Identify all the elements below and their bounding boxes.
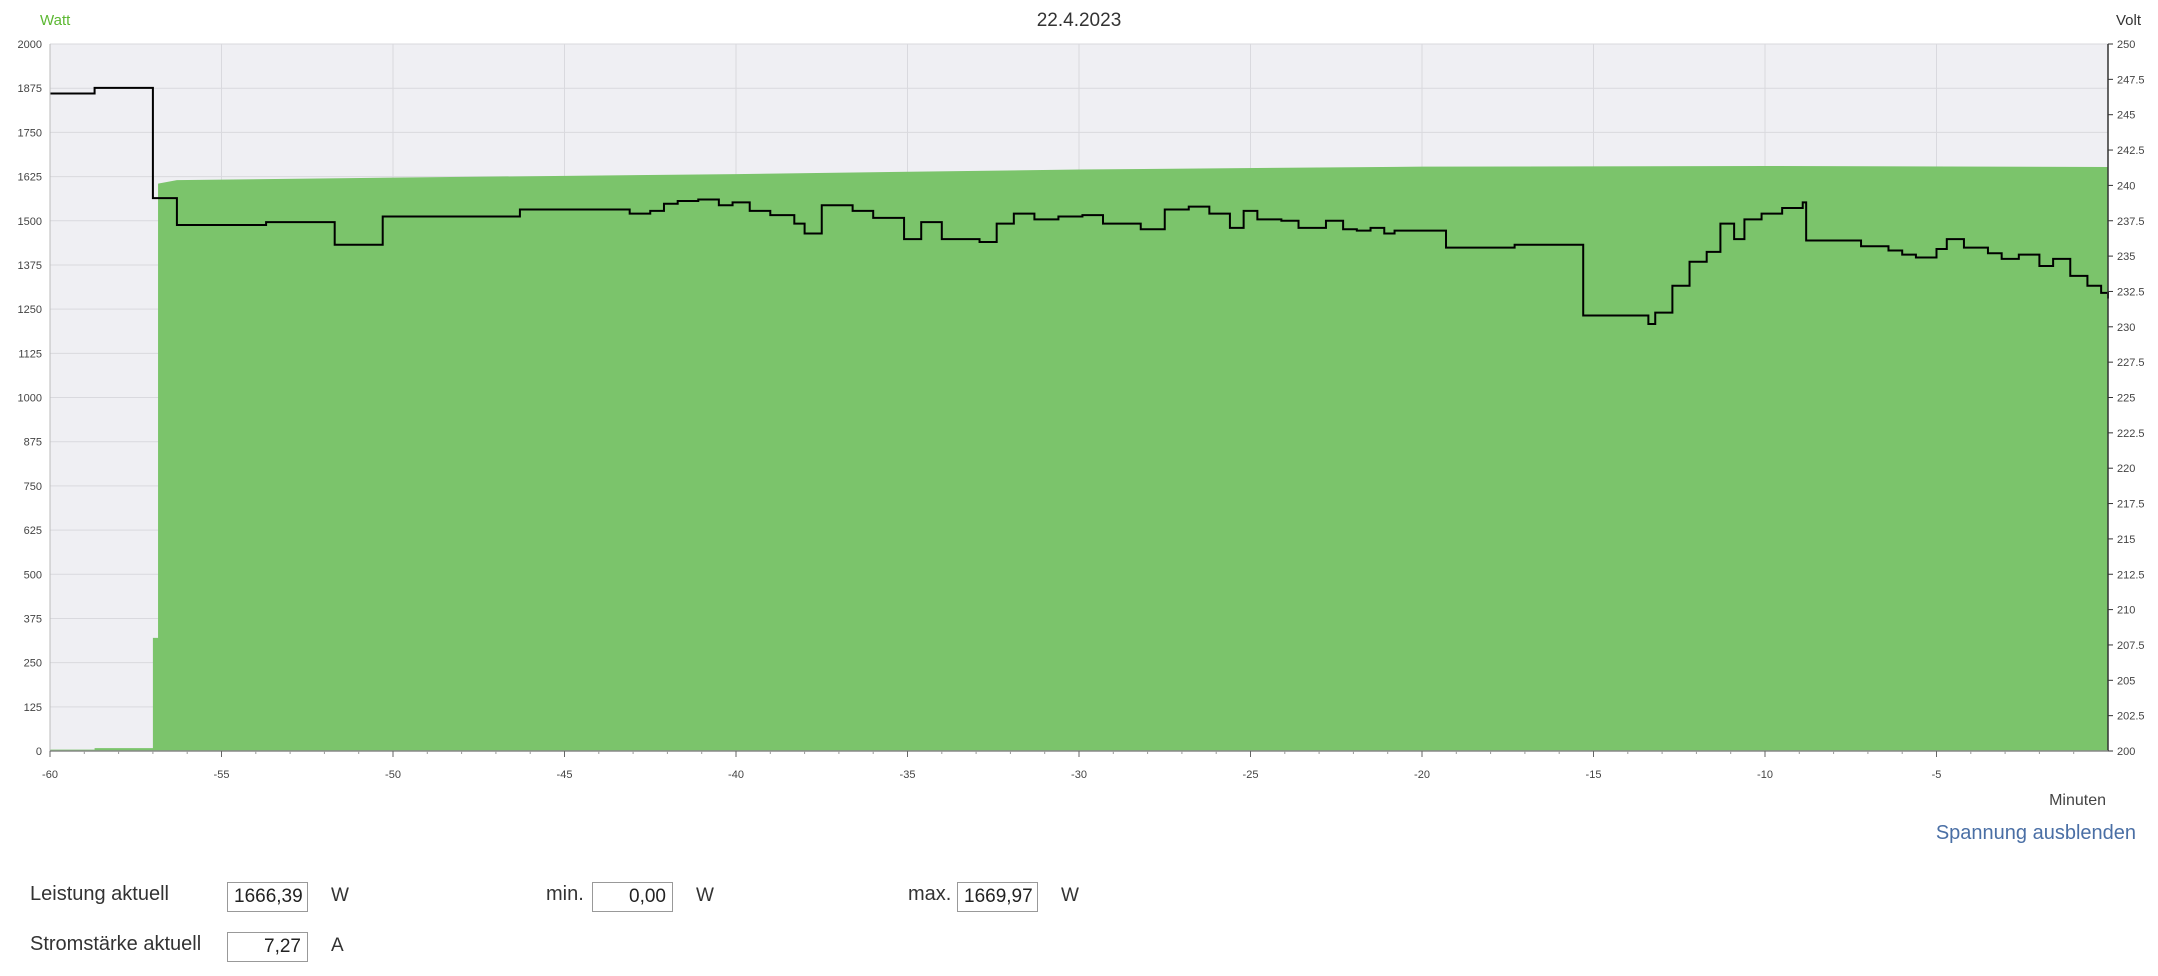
y-right-tick-label: 215 — [2117, 534, 2135, 546]
y-left-tick-label: 1625 — [18, 172, 42, 184]
x-tick-label: -20 — [1414, 769, 1430, 781]
right-axis-unit-label: Volt — [2115, 12, 2141, 29]
power-area-series — [50, 165, 2108, 751]
y-right-tick-label: 232.5 — [2117, 286, 2145, 298]
x-tick-label: -30 — [1071, 769, 1087, 781]
x-tick-label: -10 — [1757, 769, 1773, 781]
x-tick-label: -45 — [557, 769, 573, 781]
y-right-tick-label: 217.5 — [2117, 499, 2145, 511]
voltage-line-series — [50, 86, 2109, 325]
y-left-tick-label: 1375 — [18, 260, 42, 272]
x-tick-label: -15 — [1586, 769, 1602, 781]
x-tick-label: -60 — [42, 769, 58, 781]
y-left-tick-label: 875 — [24, 437, 42, 449]
power-value-field: 1666,39 — [227, 882, 308, 912]
x-tick-label: -40 — [728, 769, 744, 781]
y-right-tick-label: 205 — [2117, 675, 2135, 687]
x-tick-label: -25 — [1243, 769, 1259, 781]
power-label: Leistung aktuell — [30, 883, 169, 905]
x-tick-label: -5 — [1932, 769, 1942, 781]
y-right-tick-label: 242.5 — [2117, 145, 2145, 157]
y-left-tick-label: 375 — [24, 613, 42, 625]
x-tick-label: -35 — [900, 769, 916, 781]
min-label: min. — [546, 883, 584, 905]
min-value-field: 0,00 — [592, 882, 673, 912]
current-unit: A — [331, 935, 344, 956]
y-left-tick-label: 1250 — [18, 304, 42, 316]
max-unit: W — [1061, 885, 1079, 906]
y-right-tick-label: 212.5 — [2117, 569, 2145, 581]
y-left-tick-label: 250 — [24, 658, 42, 670]
y-right-tick-label: 202.5 — [2117, 711, 2145, 723]
y-right-tick-label: 227.5 — [2117, 357, 2145, 369]
y-left-tick-label: 625 — [24, 525, 42, 537]
y-right-tick-label: 235 — [2117, 251, 2135, 263]
axes: 0 125 250 375 500 625 750 875 1000 1125 1250 1375 15… — [18, 39, 2145, 781]
y-left-tick-label: 1500 — [18, 216, 42, 228]
y-right-tick-label: 240 — [2117, 180, 2135, 192]
y-left-tick-label: 125 — [24, 702, 42, 714]
y-right-tick-label: 207.5 — [2117, 640, 2145, 652]
min-unit: W — [696, 885, 714, 906]
max-value-field: 1669,97 — [957, 882, 1038, 912]
y-right-tick-label: 245 — [2117, 110, 2135, 122]
y-left-tick-label: 750 — [24, 481, 42, 493]
x-tick-label: -55 — [214, 769, 230, 781]
chart-date-title: 22.4.2023 — [1036, 10, 1122, 31]
y-right-tick-label: 220 — [2117, 463, 2135, 475]
max-label: max. — [908, 883, 952, 905]
y-right-tick-label: 222.5 — [2117, 428, 2145, 440]
y-right-tick-label: 200 — [2117, 746, 2135, 758]
y-right-tick-label: 237.5 — [2117, 216, 2145, 228]
y-right-tick-label: 250 — [2117, 39, 2135, 51]
x-tick-label: -50 — [385, 769, 401, 781]
y-right-tick-label: 210 — [2117, 605, 2135, 617]
y-left-tick-label: 1125 — [18, 348, 42, 360]
y-left-tick-label: 1000 — [18, 393, 42, 405]
y-right-tick-label: 225 — [2117, 393, 2135, 405]
y-left-tick-label: 1875 — [18, 83, 42, 95]
power-unit: W — [331, 885, 349, 906]
y-left-tick-label: 2000 — [18, 39, 42, 51]
y-left-tick-label: 0 — [36, 746, 42, 758]
y-left-tick-label: 1750 — [18, 127, 42, 139]
y-right-tick-label: 230 — [2117, 322, 2135, 334]
y-left-tick-label: 500 — [24, 569, 42, 581]
current-value-field: 7,27 — [227, 932, 308, 962]
x-axis-unit-label: Minuten — [2049, 792, 2106, 809]
current-label: Stromstärke aktuell — [30, 933, 202, 955]
y-right-tick-label: 247.5 — [2117, 74, 2145, 86]
toggle-voltage-link[interactable]: Spannung ausblenden — [1935, 822, 2136, 844]
left-axis-unit-label: Watt — [40, 12, 71, 29]
